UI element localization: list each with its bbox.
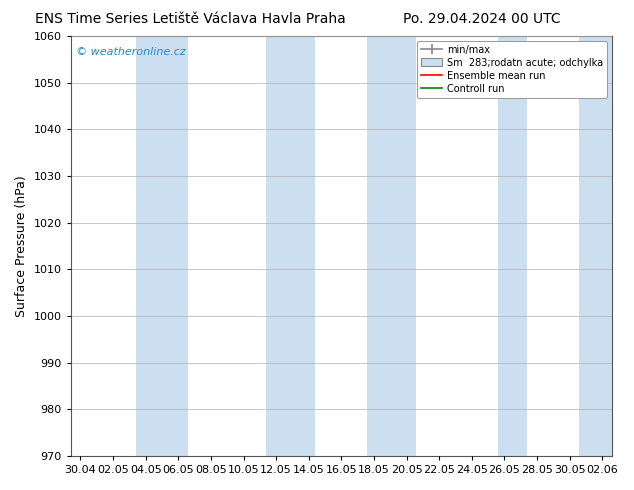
Bar [368,36,417,456]
Legend: min/max, Sm  283;rodatn acute; odchylka, Ensemble mean run, Controll run: min/max, Sm 283;rodatn acute; odchylka, … [417,41,607,98]
Bar [498,36,527,456]
Text: © weatheronline.cz: © weatheronline.cz [76,47,186,57]
Text: Po. 29.04.2024 00 UTC: Po. 29.04.2024 00 UTC [403,12,560,26]
Bar [579,36,634,456]
Y-axis label: Surface Pressure (hPa): Surface Pressure (hPa) [15,175,28,317]
Bar [136,36,188,456]
Text: ENS Time Series Letiště Václava Havla Praha: ENS Time Series Letiště Václava Havla Pr… [35,12,346,26]
Bar [266,36,315,456]
